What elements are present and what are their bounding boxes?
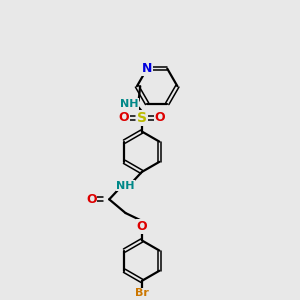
Text: O: O <box>154 111 165 124</box>
Text: Br: Br <box>135 288 149 298</box>
Text: NH: NH <box>116 181 135 190</box>
Text: O: O <box>86 193 97 206</box>
Text: S: S <box>137 111 147 125</box>
Text: N: N <box>142 62 152 75</box>
Text: O: O <box>136 220 147 233</box>
Text: O: O <box>118 111 129 124</box>
Text: NH: NH <box>120 99 139 109</box>
